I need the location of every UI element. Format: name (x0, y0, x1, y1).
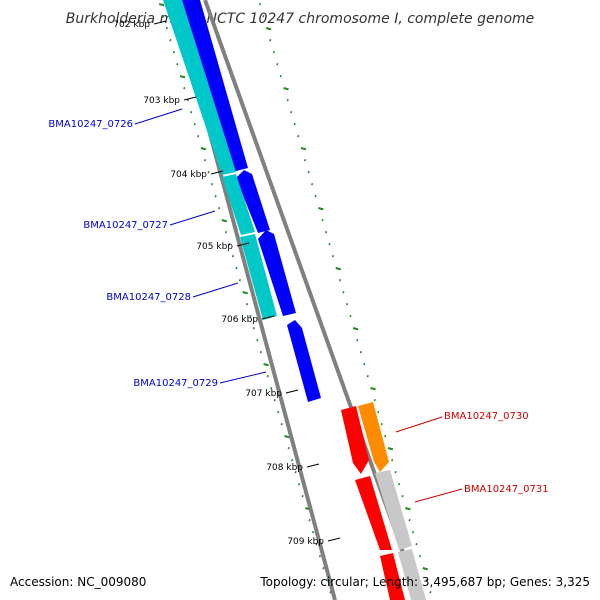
gene-label[interactable]: BMA10247_0729 (133, 378, 218, 389)
gene-leader-line (169, 210, 216, 226)
gc-dot (300, 147, 307, 151)
cds-orange[interactable] (358, 402, 389, 472)
tick-mark (327, 537, 341, 542)
tick-label: 709 kbp (287, 537, 324, 547)
gene-leader-line (395, 416, 443, 433)
gc-dot (283, 87, 289, 91)
tick-label: 703 kbp (143, 96, 180, 106)
gc-dot (387, 447, 394, 451)
gc-dot (158, 3, 165, 7)
gene-label[interactable]: BMA10247_0726 (48, 119, 133, 130)
gc-dot (221, 219, 228, 223)
gene-label[interactable]: BMA10247_0731 (464, 484, 549, 495)
gc-dot (242, 291, 248, 295)
cds-red[interactable] (341, 406, 369, 474)
tick-mark (261, 315, 275, 320)
cds-forward[interactable] (236, 170, 270, 233)
tick-mark (306, 463, 320, 468)
tick-label: 705 kbp (196, 242, 233, 252)
tick-label: 706 kbp (221, 315, 258, 325)
cds-forward[interactable] (258, 230, 296, 316)
tick-mark (210, 170, 224, 175)
gc-dot (284, 435, 290, 439)
gene-leader-line (192, 282, 239, 298)
tick-label: 702 kbp (113, 20, 150, 30)
cds-reverse[interactable] (240, 234, 277, 320)
cds-red[interactable] (380, 553, 405, 600)
gc-dot (405, 507, 411, 511)
gc-dot (179, 75, 186, 79)
cds-grey[interactable] (375, 470, 412, 550)
tick-mark (285, 389, 299, 394)
gc-dot (422, 567, 428, 571)
gc-dot (352, 327, 359, 331)
gc-skew-track (158, 3, 432, 594)
cds-reverse[interactable] (222, 174, 255, 235)
gc-dot (263, 363, 269, 367)
accession-text: Accession: NC_009080 (10, 575, 146, 589)
gene-label[interactable]: BMA10247_0730 (444, 411, 529, 422)
gc-dot (370, 387, 376, 391)
gene-leader-line (414, 488, 463, 503)
gene-label[interactable]: BMA10247_0727 (83, 220, 168, 231)
gc-dot (265, 27, 272, 31)
gc-dot (318, 207, 324, 211)
gene-label[interactable]: BMA10247_0728 (106, 292, 191, 303)
cds-grey[interactable] (398, 549, 426, 600)
tick-mark (236, 242, 250, 247)
cds-red[interactable] (355, 476, 392, 550)
gene-leader-line (134, 108, 183, 125)
tick-label: 704 kbp (170, 170, 207, 180)
tick-label: 707 kbp (245, 389, 282, 399)
gene-leader-line (219, 371, 267, 384)
tick-mark (153, 20, 167, 25)
cds-forward[interactable] (287, 320, 321, 402)
tick-mark (183, 96, 197, 101)
cds-reverse[interactable] (163, 0, 236, 175)
topology-summary: Topology: circular; Length: 3,495,687 bp… (259, 575, 590, 589)
cds-forward[interactable] (180, 0, 248, 172)
tick-label: 708 kbp (266, 463, 303, 473)
gc-dot (200, 147, 207, 151)
gc-dot (335, 267, 341, 271)
